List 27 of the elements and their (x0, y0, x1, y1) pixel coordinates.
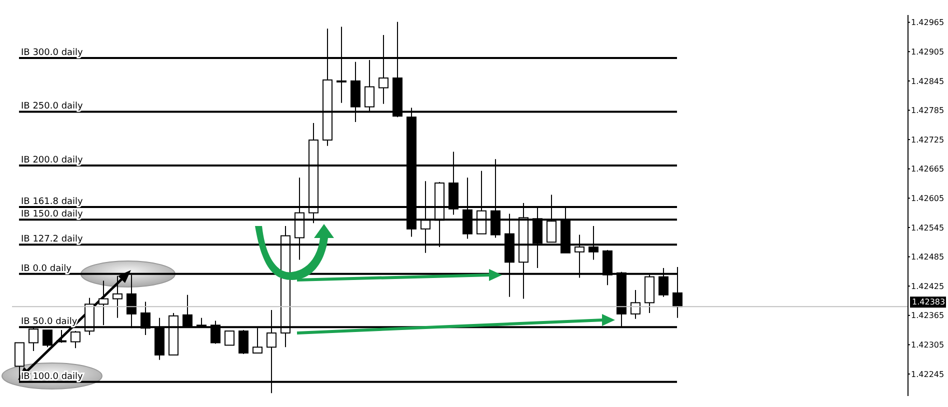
candlestick (630, 290, 640, 320)
candlestick (70, 330, 80, 349)
y-tick-label: 1.42845 (911, 76, 944, 86)
ref-line-label: IB 300.0 daily (21, 48, 84, 58)
ref-line-label: IB 50.0 daily (21, 317, 78, 328)
y-tick-label: 1.42785 (911, 106, 944, 116)
y-tick-label: 1.42605 (911, 194, 944, 204)
y-tick-label: 1.42485 (911, 252, 944, 262)
ref-line-label: IB 161.8 daily (21, 196, 84, 207)
y-tick-label: 1.42365 (911, 311, 944, 320)
ref-line-label: IB 150.0 daily (21, 210, 84, 220)
ref-line-label: 1.42383 (912, 298, 946, 307)
candlestick (238, 330, 248, 354)
ref-line-label: IB 200.0 daily (21, 155, 84, 166)
y-tick-label: 1.42725 (911, 135, 944, 144)
y-tick-label: 1.42545 (911, 223, 944, 232)
candlestick (224, 330, 234, 346)
candlestick (56, 330, 66, 344)
y-tick-label: 1.42245 (911, 370, 944, 379)
ref-line-label: IB 250.0 daily (21, 102, 84, 112)
ref-line-label: IB 127.2 daily (21, 234, 84, 245)
y-tick-label: 1.42305 (911, 340, 944, 350)
y-tick-label: 1.42965 (911, 18, 944, 28)
ref-line-label: IB 0.0 daily (21, 264, 72, 274)
y-tick-label: 1.42425 (911, 282, 944, 291)
y-tick-label: 1.42905 (911, 47, 944, 56)
y-tick-label: 1.42665 (911, 164, 944, 174)
